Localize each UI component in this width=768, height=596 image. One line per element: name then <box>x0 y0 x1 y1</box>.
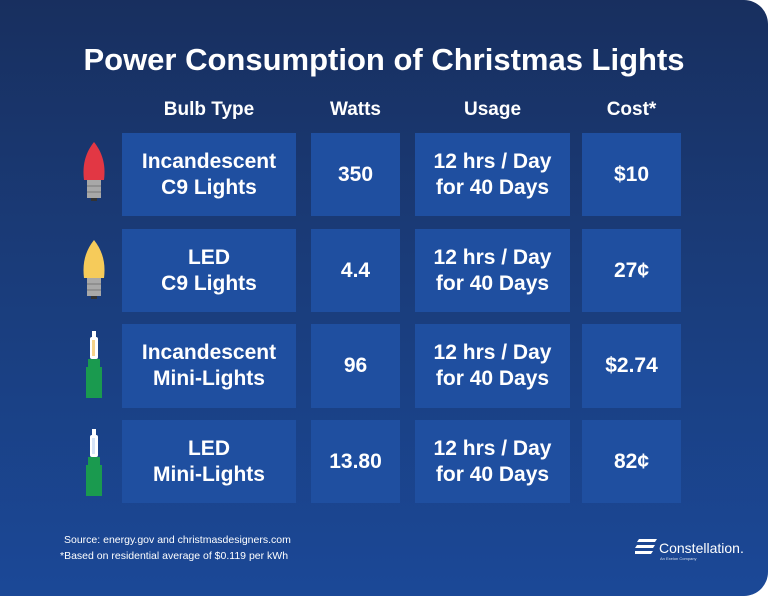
cell-usage: 12 hrs / Day for 40 Days <box>415 133 570 216</box>
cell-bulb-type: Incandescent Mini-Lights <box>122 324 296 408</box>
logo-tagline: An Exelon Company <box>660 556 697 561</box>
warm-mini-light-icon <box>86 331 102 398</box>
cell-cost: $10 <box>582 133 681 216</box>
cell-cost: $2.74 <box>582 324 681 408</box>
cell-usage: 12 hrs / Day for 40 Days <box>415 324 570 408</box>
cool-mini-light-icon <box>86 429 102 496</box>
cell-bulb-type: LED C9 Lights <box>122 229 296 312</box>
cell-watts: 4.4 <box>311 229 400 312</box>
page-title: Power Consumption of Christmas Lights <box>83 42 685 77</box>
constellation-logo-icon <box>635 539 657 554</box>
cell-usage: 12 hrs / Day for 40 Days <box>415 420 570 503</box>
cell-bulb-type: Incandescent C9 Lights <box>122 133 296 216</box>
cell-watts: 350 <box>311 133 400 216</box>
header-watts: Watts <box>329 99 382 120</box>
cell-usage: 12 hrs / Day for 40 Days <box>415 229 570 312</box>
header-bulb-type: Bulb Type <box>163 99 255 120</box>
yellow-c9-bulb-icon <box>83 240 105 299</box>
cell-watts: 13.80 <box>311 420 400 503</box>
source-note: Source: energy.gov and christmasdesigner… <box>64 534 291 546</box>
header-cost: Cost* <box>606 99 657 120</box>
cell-cost: 27¢ <box>582 229 681 312</box>
cell-bulb-type: LED Mini-Lights <box>122 420 296 503</box>
cell-cost: 82¢ <box>582 420 681 503</box>
red-c9-bulb-icon <box>83 142 105 201</box>
cost-footnote: *Based on residential average of $0.119 … <box>60 550 289 562</box>
cell-watts: 96 <box>311 324 400 408</box>
header-usage: Usage <box>463 99 522 120</box>
logo-name: Constellation. <box>659 540 744 556</box>
